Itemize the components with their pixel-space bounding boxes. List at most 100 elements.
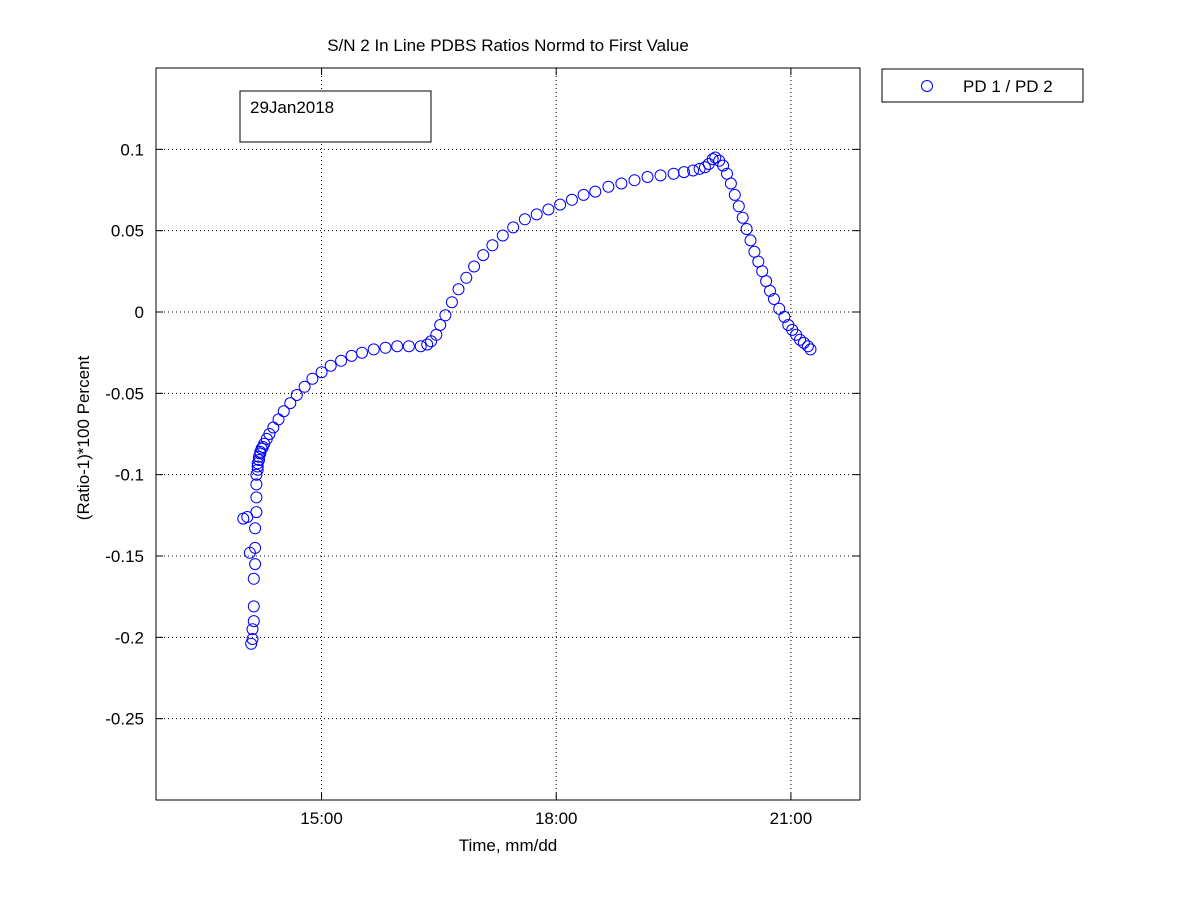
data-point [249,558,262,571]
legend: PD 1 / PD 2 [881,68,1084,103]
y-tick-label: -0.05 [105,384,144,403]
data-point [250,491,263,504]
data-point [728,188,741,201]
data-point [356,346,368,359]
ticks: 0.1 0.05 0 -0.05 -0.1 -0.15 -0.2 -0.25 15:00 18:0… [105,68,860,828]
data-point [565,193,578,206]
data-point [298,380,311,393]
data-point [496,229,509,242]
data-point [452,283,465,296]
data-point [247,572,260,585]
data-point [250,506,263,519]
data-point [740,223,753,235]
data-point [654,169,667,182]
annotation-text: 29Jan2018 [250,98,334,117]
data-point [486,239,499,252]
data-point [468,260,481,273]
y-axis-label: (Ratio-1)*100 Percent [74,356,93,521]
data-point [678,166,690,179]
data-point [602,180,615,193]
data-point [724,177,737,190]
data-point [804,343,817,356]
annotation-frame [239,90,432,143]
data-point [706,153,719,166]
y-tick-label: -0.1 [115,466,144,485]
data-point [693,162,706,175]
data-point [477,249,490,262]
y-tick-label: -0.15 [105,547,144,566]
data-points [237,151,817,650]
data-point [247,600,260,613]
x-axis-label: Time, mm/dd [459,836,558,855]
data-point [249,522,262,535]
y-tick-label: 0.05 [111,222,144,241]
y-tick-label: -0.25 [105,710,144,729]
data-point [246,633,259,645]
grid [156,68,860,800]
data-point [246,623,259,636]
data-point [698,161,711,174]
data-point [245,637,258,650]
data-point [439,309,452,322]
data-point [554,198,567,211]
data-point [250,478,263,491]
data-point [732,200,745,213]
data-point [577,188,590,201]
data-point [251,463,264,476]
data-point [247,615,260,628]
data-point [801,340,814,353]
y-tick-label: -0.2 [115,628,144,647]
legend-marker [921,80,933,92]
annotation-box: 29Jan2018 [239,90,432,143]
x-tick-label: 18:00 [535,809,578,828]
data-point [628,174,641,187]
data-point [306,372,319,385]
data-point [277,405,290,418]
data-point [284,397,297,410]
x-tick-label: 21:00 [770,809,813,828]
data-point [764,284,776,297]
data-point [744,234,757,247]
data-point [797,336,810,349]
data-point [241,511,254,523]
plot-area-frame [155,67,861,801]
data-point [778,310,791,323]
data-point [379,341,392,354]
data-point [518,213,531,226]
legend-frame [881,68,1084,103]
data-point [507,221,520,234]
data-point [367,343,380,356]
data-point [402,340,415,353]
data-point [250,468,263,481]
chart-title: S/N 2 In Line PDBS Ratios Normd to First… [327,36,689,55]
data-point [391,340,404,353]
data-point [421,338,434,351]
data-point [709,151,722,164]
data-point [687,164,700,177]
y-tick-label: 0.1 [120,140,144,159]
data-point [434,319,447,331]
data-point [768,293,780,305]
data-point [324,359,337,372]
data-point [263,428,276,440]
data-point [251,460,264,473]
data-point [615,177,628,190]
data-point [530,208,543,221]
data-point [290,389,303,401]
data-point [249,541,262,554]
data-point [253,454,265,466]
legend-label: PD 1 / PD 2 [963,77,1053,96]
data-point [794,333,806,346]
data-point [460,271,473,284]
data-point [542,203,555,216]
data-point [414,340,427,353]
data-point [335,354,348,367]
data-point [736,211,749,224]
data-point [445,296,458,309]
data-point [589,185,602,198]
data-point [315,366,328,379]
x-tick-label: 15:00 [300,809,343,828]
data-point [641,171,654,183]
